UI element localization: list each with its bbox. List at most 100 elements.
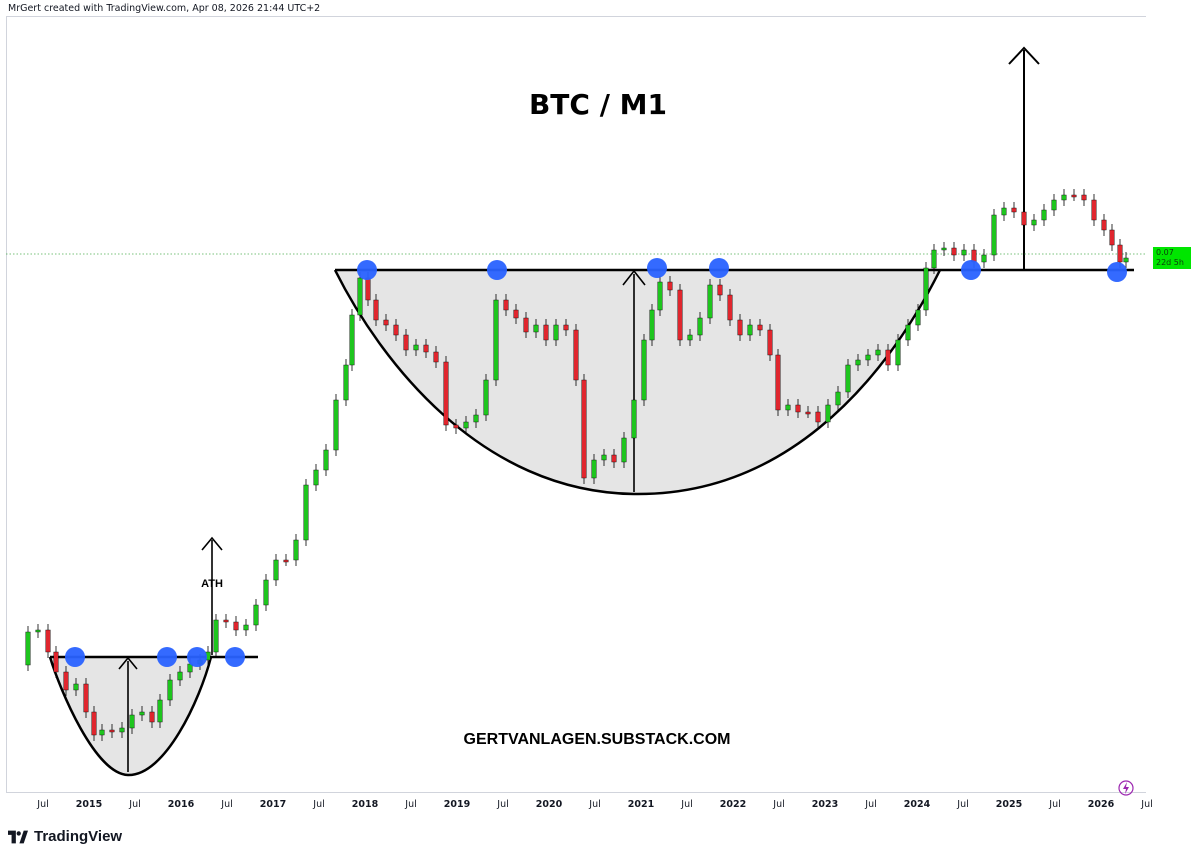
candle-down xyxy=(503,299,509,311)
tradingview-logo[interactable]: TradingView xyxy=(8,828,122,845)
cup-2-curve xyxy=(333,269,942,496)
candles-group xyxy=(25,189,1129,741)
candle-up xyxy=(657,281,663,311)
candle-up xyxy=(473,414,479,423)
time-label: 2024 xyxy=(903,799,931,810)
cup-2-fill xyxy=(335,270,940,495)
candle-down xyxy=(1021,211,1027,226)
time-label: 2023 xyxy=(811,799,839,810)
candle-down xyxy=(1117,244,1123,263)
candle-down xyxy=(523,317,529,333)
candle-down xyxy=(1071,194,1077,198)
candle-up xyxy=(687,334,693,341)
candle-down xyxy=(373,299,379,321)
candle-down xyxy=(805,411,811,415)
candle-up xyxy=(357,277,363,316)
candle-up xyxy=(343,364,349,401)
chart-title: BTC / M1 xyxy=(529,88,667,121)
candle-up xyxy=(1123,257,1129,263)
candle-up xyxy=(931,249,937,269)
candle-up xyxy=(649,309,655,341)
candle-up xyxy=(177,671,183,681)
candle-up xyxy=(157,699,163,723)
candle-up xyxy=(591,459,597,479)
candle-up xyxy=(213,619,219,653)
candle-down xyxy=(815,411,821,423)
candle-down xyxy=(45,629,51,653)
candle-up xyxy=(129,714,135,729)
candle-up xyxy=(243,624,249,631)
time-axis[interactable]: Jul 2015 Jul 2016 Jul 2017 Jul 2018 Jul … xyxy=(6,796,1152,818)
markers-group xyxy=(65,258,1127,667)
candle-down xyxy=(423,344,429,353)
time-label: 2018 xyxy=(351,799,379,810)
candle-down xyxy=(393,324,399,336)
time-label: 2019 xyxy=(443,799,471,810)
candle-up xyxy=(293,539,299,561)
candle-up xyxy=(303,484,309,541)
time-label: Jul xyxy=(1141,799,1153,810)
candle-down xyxy=(727,294,733,321)
candle-up xyxy=(1031,219,1037,226)
time-label: Jul xyxy=(313,799,325,810)
candle-down xyxy=(767,329,773,356)
cup-2-depth-arrowhead xyxy=(622,269,646,286)
neckline-touch-marker xyxy=(65,647,85,667)
candle-down xyxy=(109,729,115,733)
neckline-touch-marker xyxy=(357,260,377,280)
price-value: 0.07 xyxy=(1156,248,1174,257)
candle-down xyxy=(63,671,69,691)
plot-area[interactable] xyxy=(6,16,1146,793)
candle-up xyxy=(323,449,329,471)
neckline-touch-marker xyxy=(709,258,729,278)
candle-up xyxy=(1041,209,1047,221)
bar-countdown: 22d 5h xyxy=(1156,258,1184,267)
time-label: Jul xyxy=(957,799,969,810)
candle-up xyxy=(167,679,173,701)
time-label: 2022 xyxy=(719,799,747,810)
candle-up xyxy=(621,437,627,463)
candle-up xyxy=(981,254,987,263)
candle-down xyxy=(677,289,683,341)
candle-down xyxy=(581,379,587,479)
candle-up xyxy=(923,267,929,311)
candle-up xyxy=(333,399,339,451)
candle-up xyxy=(25,631,31,666)
neckline-touch-marker xyxy=(225,647,245,667)
candle-up xyxy=(273,559,279,581)
time-label: Jul xyxy=(773,799,785,810)
candle-up xyxy=(895,339,901,366)
time-label: Jul xyxy=(865,799,877,810)
candle-up xyxy=(991,214,997,256)
candle-down xyxy=(667,281,673,291)
cup-1-depth-arrowhead xyxy=(118,656,138,670)
ath-label: ATH xyxy=(201,578,223,590)
candle-down xyxy=(573,329,579,381)
current-price-tag: 0.07 22d 5h xyxy=(1153,247,1191,269)
candle-down xyxy=(775,354,781,411)
time-label: Jul xyxy=(1049,799,1061,810)
candle-up xyxy=(707,284,713,319)
candle-down xyxy=(1109,229,1115,246)
candle-up xyxy=(875,349,881,356)
lightning-icon[interactable] xyxy=(1118,780,1134,796)
candle-up xyxy=(941,247,947,251)
time-label: Jul xyxy=(497,799,509,810)
candle-down xyxy=(885,349,891,366)
candle-down xyxy=(283,559,289,563)
candle-down xyxy=(795,404,801,413)
time-label: Jul xyxy=(129,799,141,810)
candle-up xyxy=(631,399,637,439)
neckline-touch-marker xyxy=(187,647,207,667)
neckline-touch-marker xyxy=(647,258,667,278)
time-label: 2025 xyxy=(995,799,1023,810)
time-label: 2015 xyxy=(75,799,103,810)
candle-up xyxy=(835,391,841,406)
chart-credit: MrGert created with TradingView.com, Apr… xyxy=(8,3,321,14)
candle-down xyxy=(149,711,155,723)
substack-label: GERTVANLAGEN.SUBSTACK.COM xyxy=(464,731,731,748)
candle-down xyxy=(233,621,239,631)
candle-up xyxy=(1061,194,1067,201)
candle-up xyxy=(463,421,469,429)
